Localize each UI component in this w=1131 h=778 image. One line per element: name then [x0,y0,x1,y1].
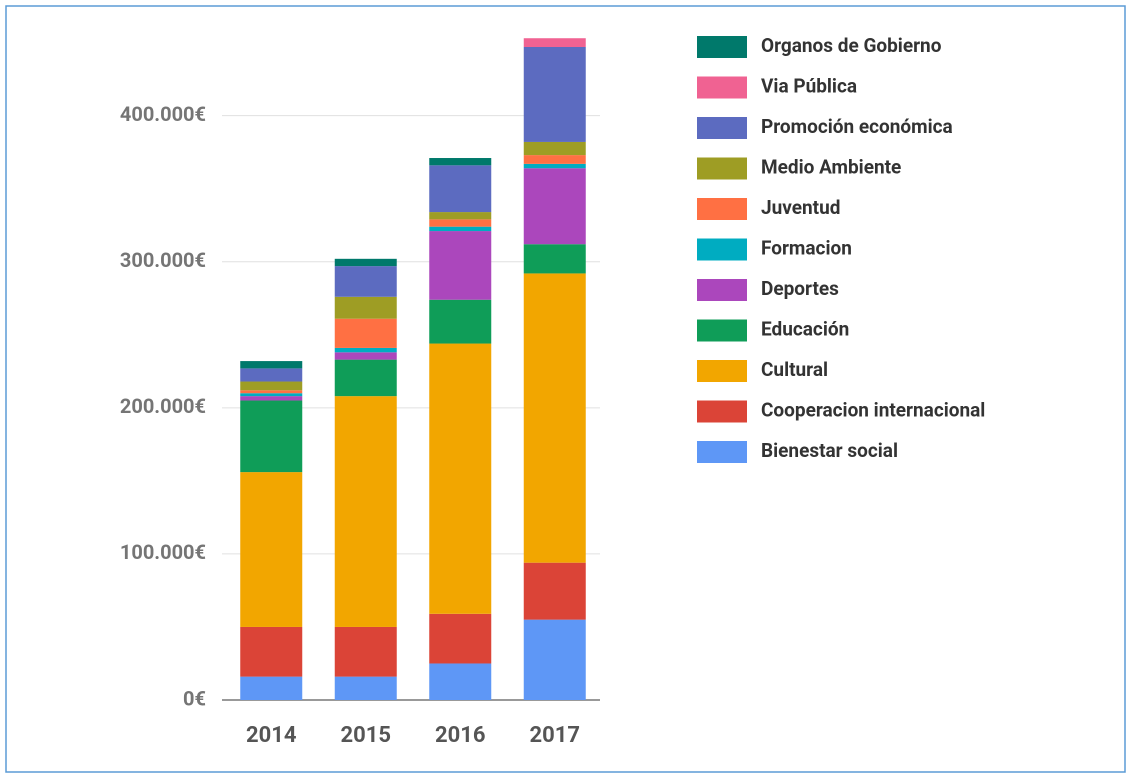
y-tick-label: 400.000€ [120,102,206,126]
bar-segment [334,676,397,700]
legend-label: Cultural [761,358,828,381]
bar-segment [523,244,586,274]
bar-segment [240,368,303,382]
bar-segment [523,619,586,700]
bar-segment [523,46,586,142]
legend-label: Deportes [761,277,839,300]
legend-swatch [697,400,747,423]
bar-segment [240,472,303,627]
bar-segment [334,347,397,353]
legend-swatch [697,360,747,382]
bar-segment [240,381,303,391]
bar-segment [240,400,303,473]
legend-swatch [697,279,747,301]
bar-segment [523,273,586,563]
bar-segment [240,361,303,369]
legend-label: Formacion [761,237,852,260]
bar-segment [334,352,397,360]
legend-swatch [697,157,747,180]
bar-segment [429,231,492,300]
legend-swatch [697,36,747,58]
bar-segment [240,626,303,677]
bar-segment [334,296,397,319]
bar-segment [334,396,397,627]
bar-segment [429,219,492,227]
bar-segment [429,343,492,614]
y-tick-label: 300.000€ [120,248,206,272]
bar-segment [334,359,397,397]
legend-swatch [697,441,747,463]
bar-segment [429,165,492,213]
legend-swatch [697,198,747,220]
legend-swatch [697,319,747,342]
bar-segment [240,393,303,397]
bar-segment [523,155,586,164]
bar-segment [429,613,492,664]
legend-label: Organos de Gobierno [761,34,942,57]
legend-label: Promoción económica [761,115,953,138]
legend-swatch [697,117,747,139]
bar-segment [334,258,397,267]
bar-segment [523,141,586,156]
y-tick-label: 0€ [183,686,206,710]
legend-label: Bienestar social [761,439,898,462]
x-tick-label: 2014 [246,723,297,748]
bar-segment [240,396,303,401]
legend-label: Via Pública [761,75,857,98]
bar-segment [334,318,397,348]
legend-label: Medio Ambiente [761,156,901,179]
legend-label: Educación [761,318,849,341]
legend-label: Juventud [761,196,840,219]
bar-segment [523,168,586,245]
bar-segment [334,266,397,297]
bar-segment [429,299,492,344]
bar-segment [429,226,492,232]
bar-segment [429,158,492,166]
x-tick-label: 2016 [435,723,486,748]
legend-label: Cooperacion internacional [761,399,985,422]
bar-segment [240,676,303,700]
bar-segment [523,38,586,47]
x-tick-label: 2017 [530,723,581,748]
y-tick-label: 200.000€ [120,394,206,418]
bar-segment [429,212,492,220]
bar-segment [523,562,586,620]
bar-segment [429,663,492,700]
x-tick-label: 2015 [341,723,392,748]
bar-segment [240,390,303,394]
bar-segment [523,163,586,169]
y-tick-label: 100.000€ [120,540,206,564]
legend-swatch [697,76,747,99]
bar-segment [334,626,397,677]
legend-swatch [697,238,747,261]
